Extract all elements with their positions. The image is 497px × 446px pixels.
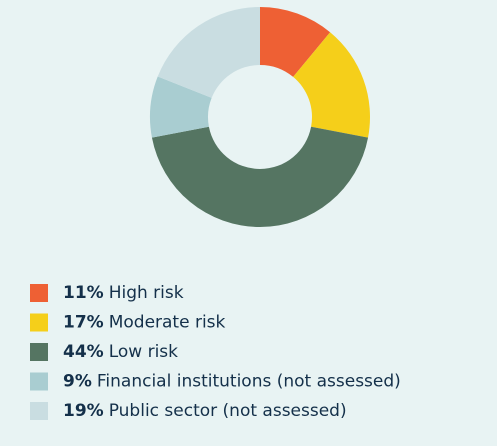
legend-swatch xyxy=(30,284,48,302)
slice xyxy=(151,126,369,228)
legend-label: Public sector (not assessed) xyxy=(109,401,347,421)
legend-swatch xyxy=(30,343,48,361)
legend-entry: 9% Financial institutions (not assessed) xyxy=(63,372,401,392)
slice xyxy=(149,76,212,138)
legend-entry: 17% Moderate risk xyxy=(63,313,226,333)
slice xyxy=(157,7,260,98)
slice xyxy=(260,7,331,77)
legend-entry: 11% High risk xyxy=(63,283,184,303)
legend-value: 19% xyxy=(63,401,104,421)
legend-value: 44% xyxy=(63,342,104,362)
legend-entry: 19% Public sector (not assessed) xyxy=(63,401,347,421)
legend-label: Financial institutions (not assessed) xyxy=(97,372,401,392)
legend-value: 11% xyxy=(63,283,104,303)
legend-entry: 44% Low risk xyxy=(63,342,178,362)
legend-label: High risk xyxy=(109,283,184,303)
legend-swatch xyxy=(30,372,48,391)
legend-value: 17% xyxy=(63,313,104,333)
legend-label: Moderate risk xyxy=(109,313,226,333)
slice xyxy=(293,32,371,138)
legend-swatch xyxy=(30,402,48,420)
legend-value: 9% xyxy=(63,372,92,392)
legend-swatch xyxy=(30,313,48,332)
legend-label: Low risk xyxy=(109,342,178,362)
